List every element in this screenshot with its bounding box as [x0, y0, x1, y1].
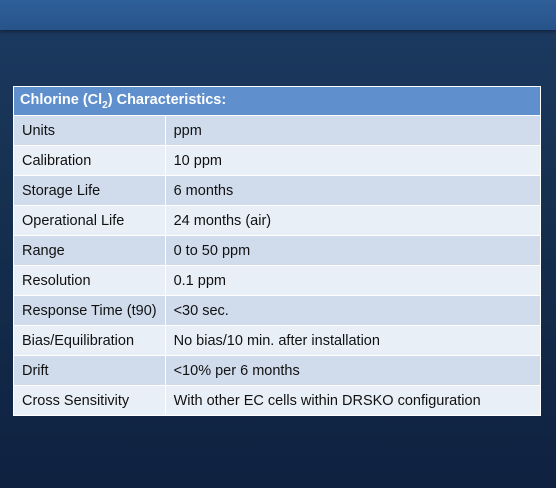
- row-value: 0 to 50 ppm: [164, 235, 542, 266]
- title-subscript: 2: [102, 99, 108, 111]
- title-prefix: Chlorine (Cl: [20, 91, 103, 108]
- row-label: Operational Life: [13, 205, 166, 236]
- chlorine-characteristics-table: Chlorine (Cl2) Characteristics: Units pp…: [13, 86, 542, 416]
- row-value: No bias/10 min. after installation: [164, 325, 542, 356]
- row-label: Drift: [13, 355, 166, 386]
- row-label: Cross Sensitivity: [13, 385, 166, 416]
- table-row: Storage Life 6 months: [13, 175, 542, 206]
- row-label: Calibration: [13, 145, 166, 176]
- table-row: Response Time (t90) <30 sec.: [13, 295, 542, 326]
- table-row: Resolution 0.1 ppm: [13, 265, 542, 296]
- row-label: Bias/Equilibration: [13, 325, 166, 356]
- table-row: Operational Life 24 months (air): [13, 205, 542, 236]
- title-suffix: ) Characteristics:: [107, 91, 227, 108]
- row-value: 24 months (air): [164, 205, 542, 236]
- row-label: Range: [13, 235, 166, 266]
- table-row: Units ppm: [13, 115, 542, 146]
- row-value: 6 months: [164, 175, 542, 206]
- row-value: 10 ppm: [164, 145, 542, 176]
- table-title: Chlorine (Cl2) Characteristics:: [13, 86, 541, 116]
- top-banner: [0, 0, 556, 30]
- row-label: Storage Life: [13, 175, 166, 206]
- row-label: Resolution: [13, 265, 166, 296]
- table-row: Range 0 to 50 ppm: [13, 235, 542, 266]
- row-value: 0.1 ppm: [164, 265, 542, 296]
- table-row: Drift <10% per 6 months: [13, 355, 542, 386]
- table-row: Calibration 10 ppm: [13, 145, 542, 176]
- table-row: Cross Sensitivity With other EC cells wi…: [13, 385, 542, 416]
- row-value: ppm: [164, 115, 542, 146]
- table-row: Bias/Equilibration No bias/10 min. after…: [13, 325, 542, 356]
- row-value: <10% per 6 months: [164, 355, 542, 386]
- table-header-row: Chlorine (Cl2) Characteristics:: [13, 86, 541, 116]
- row-value: <30 sec.: [164, 295, 542, 326]
- row-label: Units: [13, 115, 166, 146]
- row-value: With other EC cells within DRSKO configu…: [164, 385, 542, 416]
- row-label: Response Time (t90): [13, 295, 166, 326]
